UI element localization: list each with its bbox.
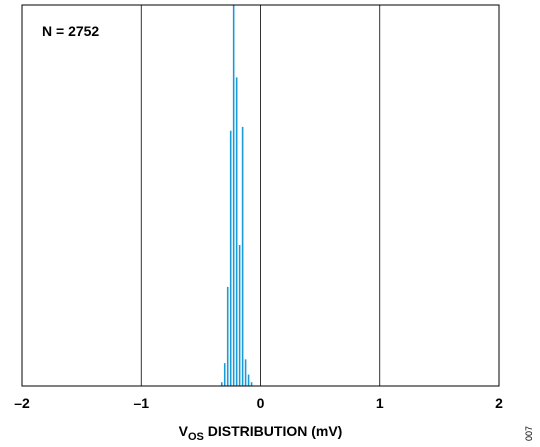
histogram-bar bbox=[250, 382, 253, 386]
histogram-bar bbox=[247, 374, 250, 386]
x-tick-label: –1 bbox=[133, 395, 149, 411]
plot-frame bbox=[21, 4, 500, 387]
sample-count-annotation: N = 2752 bbox=[42, 23, 99, 39]
x-tick-label: 2 bbox=[495, 395, 503, 411]
grid-lines bbox=[140, 5, 381, 386]
x-axis-label-main: V bbox=[179, 423, 189, 439]
x-tick-label: 0 bbox=[257, 395, 265, 411]
x-tick-label: –2 bbox=[14, 395, 30, 411]
histogram-bar bbox=[232, 5, 235, 386]
x-tick-label: 1 bbox=[376, 395, 384, 411]
histogram-bar bbox=[244, 359, 247, 386]
bars bbox=[220, 5, 253, 387]
histogram-bar bbox=[235, 77, 238, 386]
x-axis-label-subscript: OS bbox=[188, 431, 204, 443]
histogram-bar bbox=[223, 363, 226, 386]
histogram-bar bbox=[229, 130, 232, 386]
histogram-bar bbox=[241, 126, 244, 387]
histogram-bar bbox=[220, 382, 223, 386]
figure-id: 007 bbox=[524, 426, 534, 441]
histogram-bar bbox=[226, 286, 229, 386]
histogram-bar bbox=[238, 245, 241, 386]
x-axis-label-rest: DISTRIBUTION (mV) bbox=[204, 423, 342, 439]
x-tick-labels: –2 –1 0 1 2 bbox=[14, 395, 503, 411]
x-axis-label: VOS DISTRIBUTION (mV) bbox=[179, 423, 343, 443]
